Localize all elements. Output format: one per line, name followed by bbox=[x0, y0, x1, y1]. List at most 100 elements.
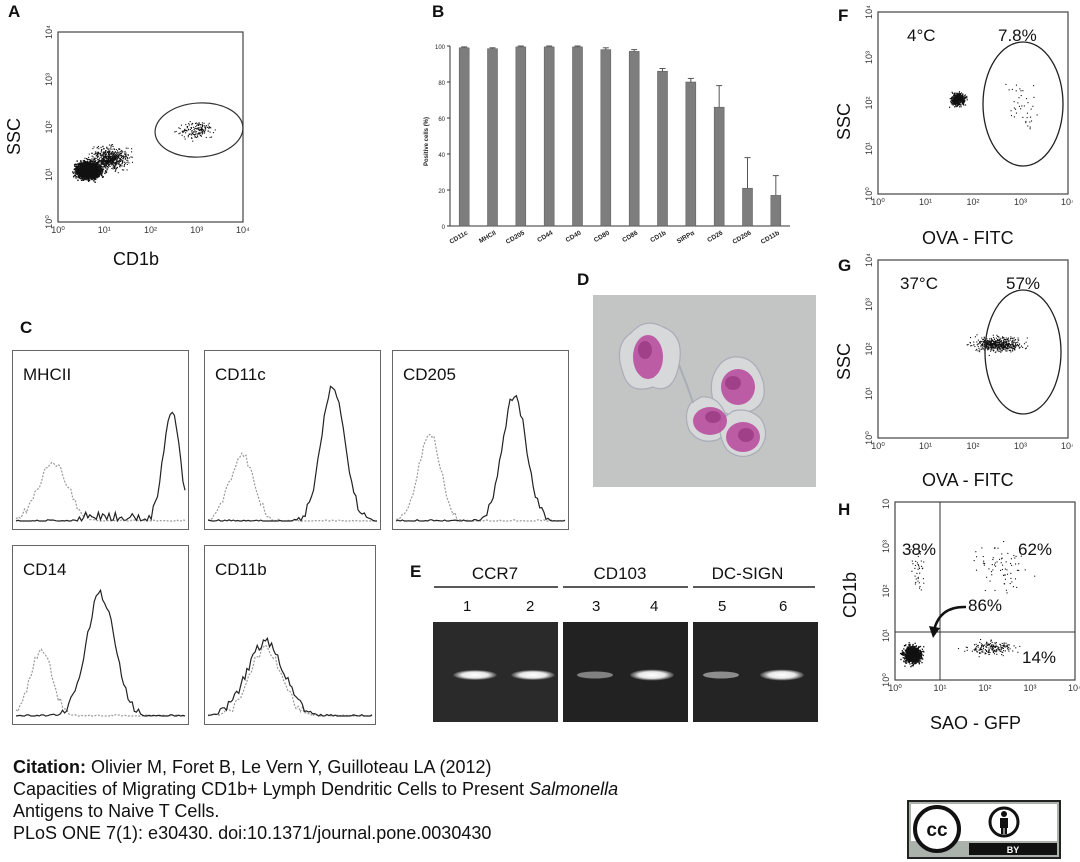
scatter-point bbox=[113, 158, 115, 160]
scatter-point bbox=[998, 648, 1000, 650]
scatter-point bbox=[906, 651, 908, 654]
scatter-point bbox=[205, 136, 207, 139]
scatter-point bbox=[1010, 350, 1012, 352]
scatter-point bbox=[99, 169, 102, 171]
scatter-point bbox=[105, 160, 107, 162]
scatter-point bbox=[120, 152, 122, 154]
scatter-point bbox=[996, 338, 999, 341]
scatter-point bbox=[1023, 105, 1025, 107]
scatter-point bbox=[107, 165, 109, 167]
scatter-point bbox=[80, 166, 82, 168]
scatter-point bbox=[985, 643, 988, 645]
scatter-point bbox=[976, 649, 978, 651]
scatter-point bbox=[1001, 342, 1003, 344]
scatter-point bbox=[1016, 586, 1018, 588]
scatter-point bbox=[979, 342, 981, 344]
scatter-point bbox=[909, 656, 911, 658]
scatter-point bbox=[75, 170, 78, 172]
scatter-point bbox=[996, 346, 998, 348]
scatter-point bbox=[1008, 347, 1010, 349]
scatter-point bbox=[104, 160, 106, 162]
scatter-point bbox=[989, 338, 991, 340]
panel-g-ylabel: SSC bbox=[834, 342, 854, 380]
scatter-point bbox=[96, 154, 99, 156]
scatter-point bbox=[982, 562, 984, 564]
scatter-point bbox=[96, 153, 99, 155]
scatter-point bbox=[1003, 344, 1005, 346]
scatter-point bbox=[912, 658, 914, 660]
scatter-point bbox=[110, 157, 113, 160]
scatter-point bbox=[1002, 574, 1005, 576]
scatter-point bbox=[194, 127, 196, 129]
scatter-point bbox=[1007, 337, 1009, 339]
scatter-point bbox=[111, 167, 113, 170]
scatter-point bbox=[953, 103, 955, 105]
scatter-point bbox=[93, 174, 96, 176]
scatter-point bbox=[207, 124, 209, 126]
scatter-point bbox=[991, 340, 994, 342]
y-tick-label: 10¹ bbox=[864, 142, 874, 155]
scatter-point bbox=[115, 163, 117, 165]
scatter-point bbox=[991, 347, 993, 350]
scatter-point bbox=[92, 175, 94, 178]
scatter-point bbox=[208, 126, 210, 128]
scatter-point bbox=[91, 158, 93, 160]
scatter-point bbox=[983, 564, 985, 566]
scatter-point bbox=[916, 649, 919, 651]
scatter-point bbox=[911, 654, 913, 656]
x-tick-label: 10⁴ bbox=[236, 225, 250, 235]
scatter-point bbox=[85, 157, 88, 160]
scatter-point bbox=[977, 343, 979, 345]
scatter-point bbox=[989, 341, 991, 343]
scatter-point bbox=[197, 127, 199, 130]
scatter-point bbox=[975, 551, 977, 553]
scatter-point bbox=[1006, 341, 1008, 343]
scatter-point bbox=[1006, 644, 1008, 646]
scatter-point bbox=[181, 134, 183, 136]
scatter-point bbox=[956, 96, 958, 98]
scatter-point bbox=[1000, 650, 1002, 652]
scatter-point bbox=[1002, 341, 1004, 344]
scatter-point bbox=[1007, 649, 1009, 651]
scatter-point bbox=[97, 165, 100, 168]
scatter-point bbox=[118, 148, 121, 150]
scatter-point bbox=[1005, 341, 1007, 343]
scatter-point bbox=[1001, 557, 1003, 559]
scatter-point bbox=[98, 160, 100, 163]
scatter-point bbox=[85, 170, 88, 173]
scatter-point bbox=[955, 98, 957, 100]
scatter-point bbox=[99, 168, 101, 171]
scatter-point bbox=[1008, 342, 1010, 344]
scatter-point bbox=[72, 176, 75, 178]
scatter-point bbox=[992, 340, 994, 342]
scatter-point bbox=[89, 159, 91, 161]
scatter-point bbox=[208, 122, 210, 124]
scatter-point bbox=[103, 151, 106, 153]
scatter-point bbox=[1000, 349, 1002, 351]
scatter-point bbox=[988, 340, 990, 343]
scatter-point bbox=[1002, 341, 1005, 343]
scatter-point bbox=[920, 658, 922, 660]
x-tick-label: 10⁰ bbox=[871, 197, 885, 207]
y-tick-label: 10³ bbox=[864, 51, 874, 64]
scatter-point bbox=[997, 341, 999, 343]
scatter-point bbox=[997, 339, 1000, 341]
scatter-point bbox=[953, 96, 955, 98]
cc-by-license-badge[interactable]: cc BY bbox=[907, 800, 1061, 859]
scatter-point bbox=[89, 164, 92, 166]
scatter-point bbox=[962, 100, 964, 102]
scatter-point bbox=[84, 174, 87, 176]
scatter-point bbox=[904, 661, 906, 663]
scatter-point bbox=[983, 341, 985, 343]
scatter-point bbox=[131, 156, 133, 158]
scatter-point bbox=[101, 162, 103, 164]
scatter-point bbox=[955, 100, 957, 102]
scatter-point bbox=[905, 644, 907, 646]
scatter-point bbox=[1007, 338, 1009, 340]
scatter-point bbox=[91, 178, 94, 180]
scatter-point bbox=[106, 162, 108, 164]
scatter-point bbox=[81, 177, 84, 179]
scatter-point bbox=[986, 343, 988, 345]
scatter-point bbox=[994, 562, 996, 564]
scatter-point bbox=[911, 662, 913, 664]
